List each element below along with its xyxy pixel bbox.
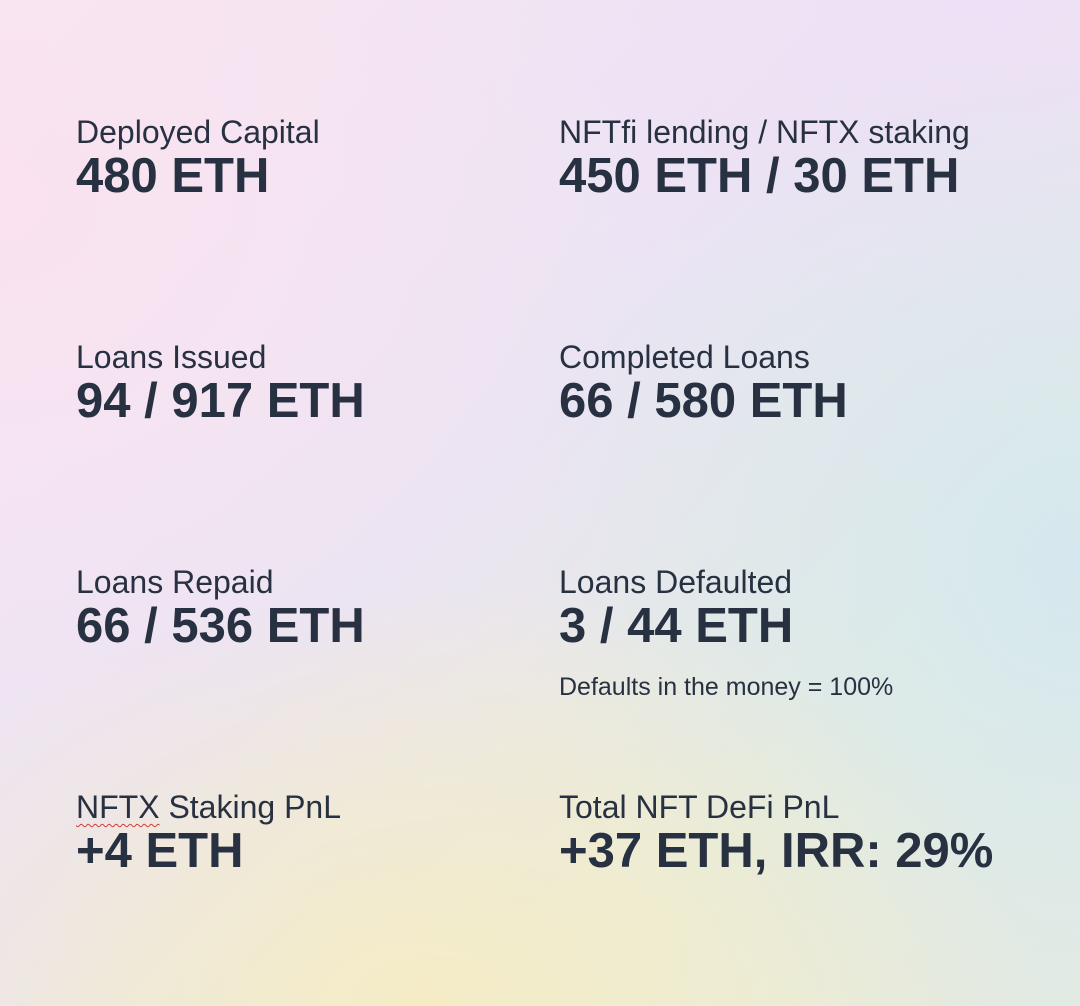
- stat-total-pnl: Total NFT DeFi PnL +37 ETH, IRR: 29%: [559, 789, 993, 877]
- stat-loans-repaid: Loans Repaid 66 / 536 ETH: [76, 564, 365, 652]
- stat-label: NFTfi lending / NFTX staking: [559, 114, 970, 150]
- stat-label: Completed Loans: [559, 339, 810, 375]
- stat-label: Loans Repaid: [76, 564, 274, 600]
- spellcheck-word: NFTX: [76, 789, 160, 825]
- stat-value: 480 ETH: [76, 149, 270, 203]
- stat-label: Loans Issued: [76, 339, 267, 375]
- stat-value: +37 ETH, IRR: 29%: [559, 824, 994, 878]
- stat-loans-defaulted: Loans Defaulted 3 / 44 ETH Defaults in t…: [559, 564, 893, 702]
- stat-label: Total NFT DeFi PnL: [559, 789, 840, 825]
- stat-label: Loans Defaulted: [559, 564, 793, 600]
- stat-note: Defaults in the money = 100%: [559, 673, 894, 701]
- stat-lending-staking: NFTfi lending / NFTX staking 450 ETH / 3…: [559, 114, 970, 202]
- stat-value: 94 / 917 ETH: [76, 374, 365, 428]
- stat-label: Deployed Capital: [76, 114, 320, 150]
- stat-value: 3 / 44 ETH: [559, 599, 794, 653]
- stat-value: 450 ETH / 30 ETH: [559, 149, 960, 203]
- stat-value: 66 / 536 ETH: [76, 599, 365, 653]
- stat-completed-loans: Completed Loans 66 / 580 ETH: [559, 339, 848, 427]
- stat-deployed-capital: Deployed Capital 480 ETH: [76, 114, 320, 202]
- stat-loans-issued: Loans Issued 94 / 917 ETH: [76, 339, 365, 427]
- stat-value: 66 / 580 ETH: [559, 374, 848, 428]
- stat-label: NFTX Staking PnL: [76, 789, 341, 825]
- stat-value: +4 ETH: [76, 824, 244, 878]
- stat-nftx-staking-pnl: NFTX Staking PnL +4 ETH: [76, 789, 341, 877]
- stat-label-rest: Staking PnL: [159, 789, 341, 825]
